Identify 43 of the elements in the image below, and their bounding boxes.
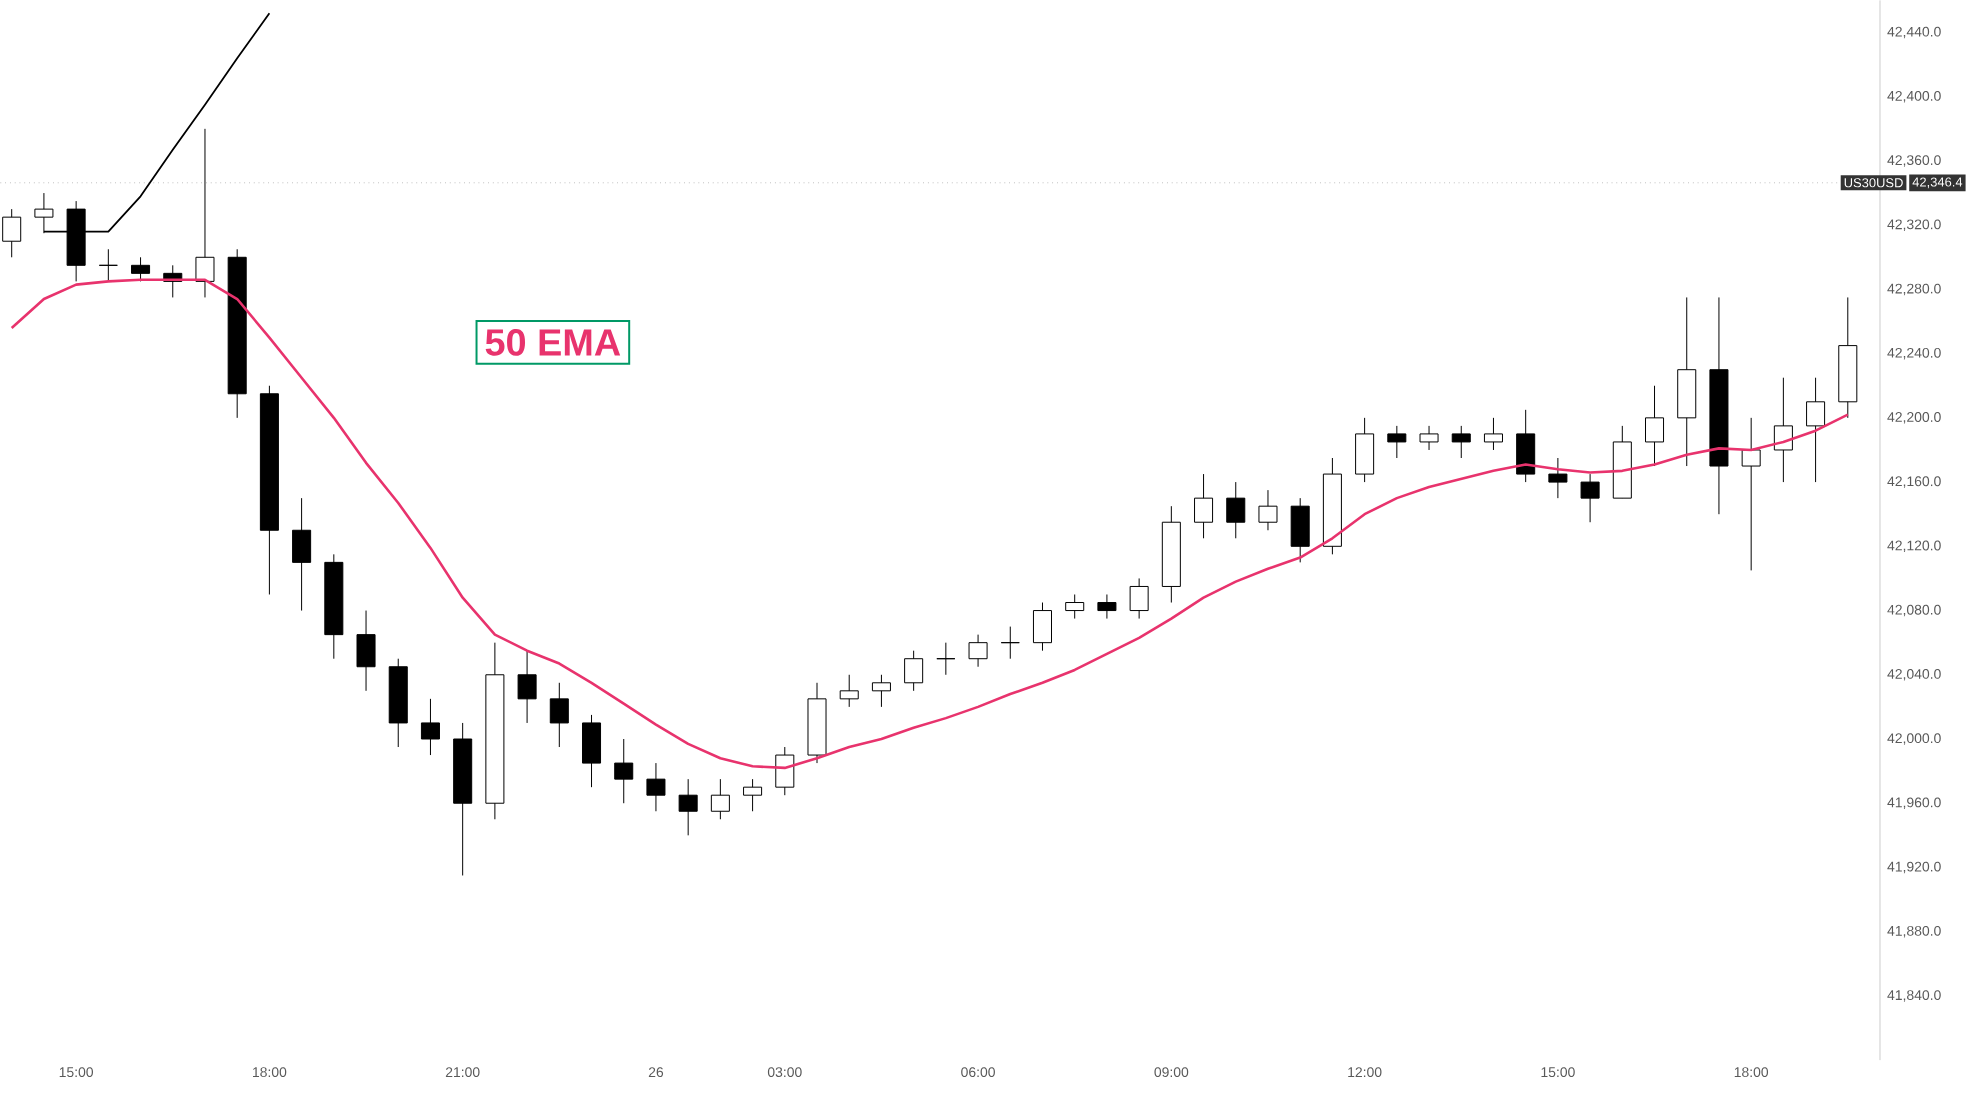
- candlestick: [968, 634, 988, 668]
- candlestick: [775, 746, 795, 796]
- candlestick: [420, 698, 440, 756]
- candlestick: [1226, 481, 1246, 539]
- candlestick: [517, 650, 537, 724]
- candlestick: [839, 674, 859, 708]
- candlestick: [871, 674, 891, 708]
- candlestick: [549, 682, 569, 748]
- candlestick: [646, 762, 666, 812]
- candlestick: [1000, 626, 1020, 660]
- candlestick: [98, 248, 118, 282]
- text: 50 EMA: [485, 328, 621, 356]
- candlestick: [1194, 473, 1214, 539]
- candlestick: [1645, 385, 1665, 467]
- candlestick: [1806, 377, 1826, 483]
- candlestick: [1516, 409, 1536, 483]
- candlestick: [1387, 425, 1407, 459]
- candlestick: [1258, 489, 1278, 531]
- candlestick: [356, 609, 376, 692]
- candlestick: [614, 738, 634, 804]
- candlestick: [904, 650, 924, 692]
- candlestick: [582, 714, 602, 788]
- candlestick: [1065, 593, 1085, 620]
- candlestick: [1355, 417, 1375, 483]
- candlestick: [1097, 593, 1117, 620]
- candlestick: [2, 208, 22, 258]
- candlestick: [710, 778, 730, 820]
- candlestick: [1741, 417, 1761, 571]
- candlestick: [292, 497, 312, 611]
- candlestick: [1451, 425, 1471, 459]
- candlestick: [1773, 377, 1793, 483]
- candlestick: [1290, 497, 1310, 563]
- candlestick: [936, 642, 956, 676]
- candlestick: [1580, 473, 1600, 523]
- candlestick: [743, 778, 763, 812]
- candlestick: [1032, 601, 1053, 652]
- candlestick: [1419, 425, 1439, 451]
- candlestick: [195, 128, 215, 298]
- candlestick: [1548, 457, 1568, 499]
- candlestick: [678, 778, 698, 836]
- candlestick: [1129, 577, 1149, 620]
- candlestick: [1483, 417, 1503, 451]
- candlestick: [131, 256, 151, 282]
